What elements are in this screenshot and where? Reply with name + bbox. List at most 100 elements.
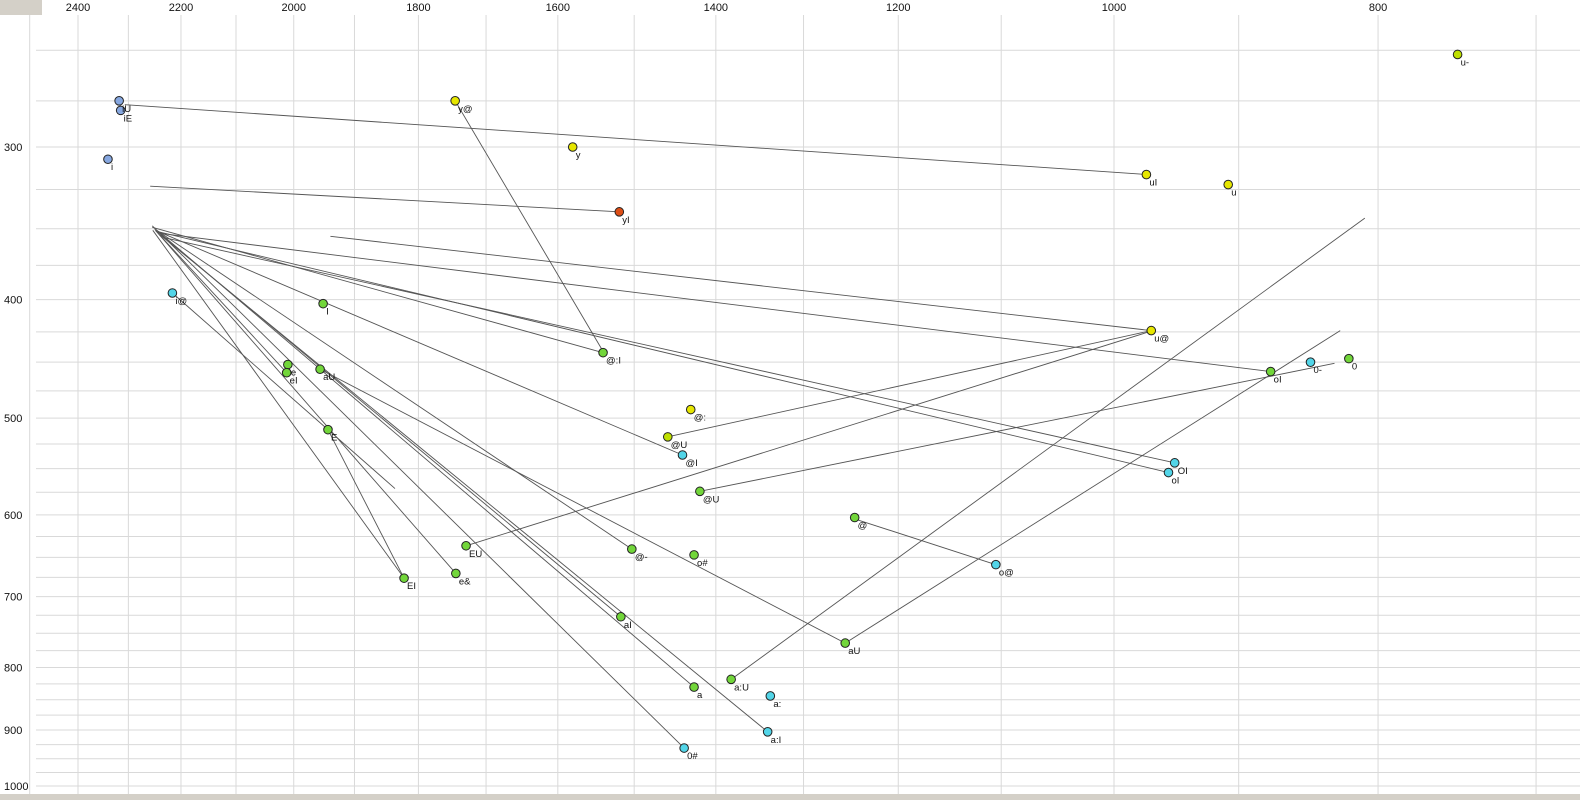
data-point [1141, 169, 1152, 180]
point-label: OI [1178, 466, 1188, 477]
data-point [1163, 467, 1174, 478]
ruler-corner [0, 0, 42, 15]
point-label: @ [858, 521, 868, 532]
point-label: oI [1171, 476, 1179, 487]
point-label: @U [703, 494, 720, 505]
point-label: @:I [606, 356, 621, 367]
data-point [849, 512, 860, 523]
trajectory-line [844, 330, 1341, 644]
bottom-frame [0, 794, 1580, 800]
data-point [627, 544, 637, 554]
point-label: a [697, 690, 703, 701]
x-tick-label: 1400 [704, 2, 728, 14]
data-point [765, 691, 776, 701]
trajectory-line [155, 230, 457, 574]
trajectory-line [319, 368, 846, 644]
data-point [677, 450, 688, 460]
data-point [598, 347, 608, 358]
data-point [1265, 366, 1276, 377]
data-point [461, 540, 471, 551]
data-point [399, 573, 409, 583]
point-label: e [291, 368, 296, 379]
trajectory-line [330, 235, 1152, 332]
x-tick-label: 1000 [1102, 2, 1126, 14]
data-point [679, 743, 689, 753]
data-point [662, 432, 673, 442]
data-point [1146, 325, 1157, 336]
data-point [762, 727, 773, 737]
data-point [685, 404, 696, 415]
data-point [323, 424, 333, 435]
y-tick-label: 500 [4, 413, 22, 425]
trajectory-line [151, 225, 685, 749]
point-label: iE [124, 113, 132, 124]
data-point [726, 674, 736, 685]
data-point [315, 364, 325, 375]
point-label: u [1231, 188, 1236, 199]
x-tick-label: 1200 [886, 2, 910, 14]
point-label: @U [671, 440, 688, 451]
point-label: iU [122, 104, 131, 115]
point-label: aU [323, 372, 335, 383]
data-point [695, 486, 705, 497]
y-tick-label: 1000 [4, 781, 28, 793]
trajectory-line [164, 237, 1175, 464]
trajectory-line [730, 217, 1366, 680]
point-label: eI [290, 376, 298, 387]
data-point [614, 207, 625, 217]
point-label: I [326, 307, 329, 318]
point-label: 0 [1352, 362, 1357, 373]
x-tick-label: 2000 [282, 2, 306, 14]
trajectory-line [160, 232, 1271, 372]
data-point [1169, 458, 1180, 468]
data-point [1223, 179, 1234, 190]
y-tick-label: 900 [4, 725, 22, 737]
trajectory-line [172, 292, 396, 489]
x-tick-label: 1800 [406, 2, 430, 14]
data-point [1305, 357, 1316, 367]
data-point [450, 96, 460, 106]
trajectory-line [699, 362, 1335, 492]
trajectory-line [159, 234, 768, 733]
trajectory-line [158, 231, 695, 688]
point-label: uI [1149, 178, 1157, 189]
data-point [840, 638, 851, 648]
point-label: a: [773, 699, 781, 710]
point-label: a:U [734, 682, 749, 693]
data-point [103, 154, 113, 165]
x-tick-label: 1600 [546, 2, 570, 14]
y-tick-label: 700 [4, 592, 22, 604]
point-label: 0# [687, 751, 698, 762]
point-label: oI [1274, 375, 1282, 386]
x-tick-label: 800 [1369, 2, 1387, 14]
data-point [451, 568, 461, 579]
point-label: i@ [175, 296, 187, 307]
data-point [689, 550, 699, 560]
data-point [318, 298, 328, 309]
point-label: yI [622, 215, 629, 226]
point-label: aU [848, 646, 860, 657]
data-point [1452, 49, 1463, 60]
x-tick-label: 2200 [169, 2, 193, 14]
point-label: y [576, 150, 581, 161]
point-label: @: [694, 413, 706, 424]
point-label: e& [459, 576, 471, 587]
y-tick-label: 800 [4, 663, 22, 675]
trajectory-line [858, 519, 996, 566]
x-tick-label: 2400 [66, 2, 90, 14]
trajectory-line [327, 429, 405, 579]
point-label: 0- [1314, 365, 1322, 376]
point-label: E [331, 433, 337, 444]
point-label: o@ [999, 568, 1014, 579]
point-label: EI [407, 581, 416, 592]
trajectory-line [465, 331, 1149, 547]
point-label: a:I [771, 735, 782, 746]
trajectory-line [154, 228, 633, 550]
trajectory-line [155, 229, 683, 456]
point-label: EU [469, 549, 482, 560]
point-label: i [111, 162, 113, 173]
data-point [1344, 353, 1354, 364]
point-label: @I [685, 458, 697, 469]
y-tick-label: 400 [4, 295, 22, 307]
